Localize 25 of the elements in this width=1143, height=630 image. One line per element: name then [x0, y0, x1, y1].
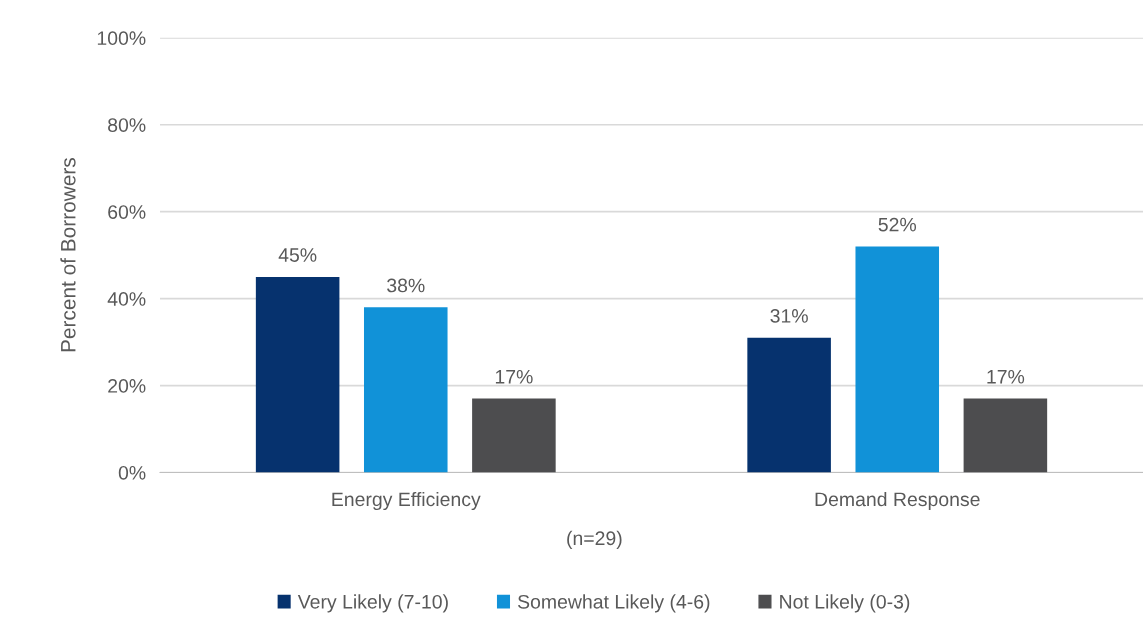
bar	[855, 246, 940, 473]
y-tick-label: 80%	[108, 118, 146, 132]
y-tick-label: 60%	[108, 205, 146, 219]
bar	[963, 398, 1048, 473]
legend-label: Very Likely (7-10)	[297, 594, 448, 613]
data-label: 17%	[987, 369, 1025, 384]
data-label: 38%	[387, 278, 425, 293]
legend-label: Not Likely (0-3)	[780, 594, 910, 613]
text: (n=29)	[567, 530, 622, 549]
y-tick-label: 100%	[97, 31, 146, 46]
bar	[363, 307, 448, 473]
legend-label: Somewhat Likely (4-6)	[517, 594, 710, 613]
data-label: 17%	[495, 369, 533, 384]
bar	[255, 276, 340, 473]
y-axis-title: Percent of Borrowers	[60, 158, 76, 352]
y-tick-label: 20%	[108, 379, 146, 393]
x-tick-label: Demand Response	[815, 491, 980, 511]
x-tick-label: Energy Efficiency	[332, 491, 481, 511]
data-label: 31%	[770, 309, 808, 323]
data-label: 52%	[878, 217, 917, 232]
y-tick-label: 0%	[118, 465, 146, 480]
bar	[747, 337, 831, 473]
data-label: 45%	[278, 248, 317, 262]
y-tick-label: 40%	[107, 292, 146, 306]
bar	[472, 398, 556, 473]
